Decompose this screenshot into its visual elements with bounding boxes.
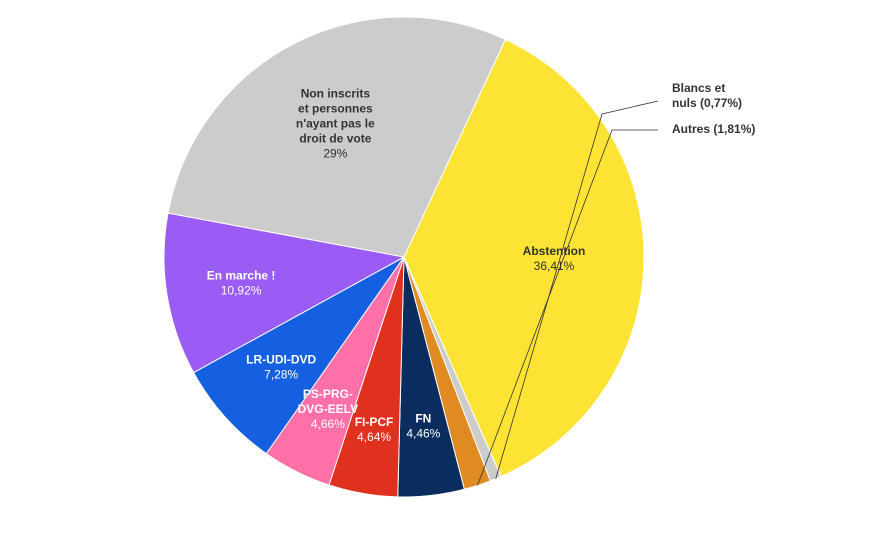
slice-label-en-marche: En marche ! 10,92% (207, 269, 276, 298)
slice-labels: Abstention 36,41% Blancs et nuls (0,77%) Aut… (207, 81, 756, 444)
pie-slice-lr-udi-dvd[interactable] (192, 256, 405, 455)
slice-label-lr-udi-dvd: LR-UDI-DVD 7,28% (246, 353, 316, 382)
leader-line-blancs-et-nuls (495, 100, 659, 479)
pie-slice-en-marche[interactable] (163, 212, 406, 374)
slice-label-abstention: Abstention 36,41% (523, 244, 586, 273)
slice-label-non-inscrits-et-personnes-n-ayant-pas-le-droit-de-vote: Non inscrits et personnes n'ayant pas le dr… (296, 87, 375, 161)
slice-label-blancs-et-nuls: Blancs et nuls (0,77%) (672, 81, 742, 110)
pie-slice-non-inscrits-et-personnes-n-ayant-pas-le-droit-de-vote[interactable] (167, 16, 507, 258)
pie-slices (163, 16, 645, 498)
pie-slice-abstention[interactable] (403, 38, 645, 478)
leader-lines (477, 100, 659, 486)
slice-label-fi-pcf: FI-PCF 4,64% (355, 415, 394, 444)
slice-label-fn: FN 4,46% (406, 411, 440, 440)
leader-line-autres (477, 129, 658, 486)
slice-label-ps-prg-dvg-eelv: PS-PRG-DVG-EELV 4,66% (298, 387, 358, 431)
slice-label-autres: Autres (1,81%) (672, 122, 755, 136)
